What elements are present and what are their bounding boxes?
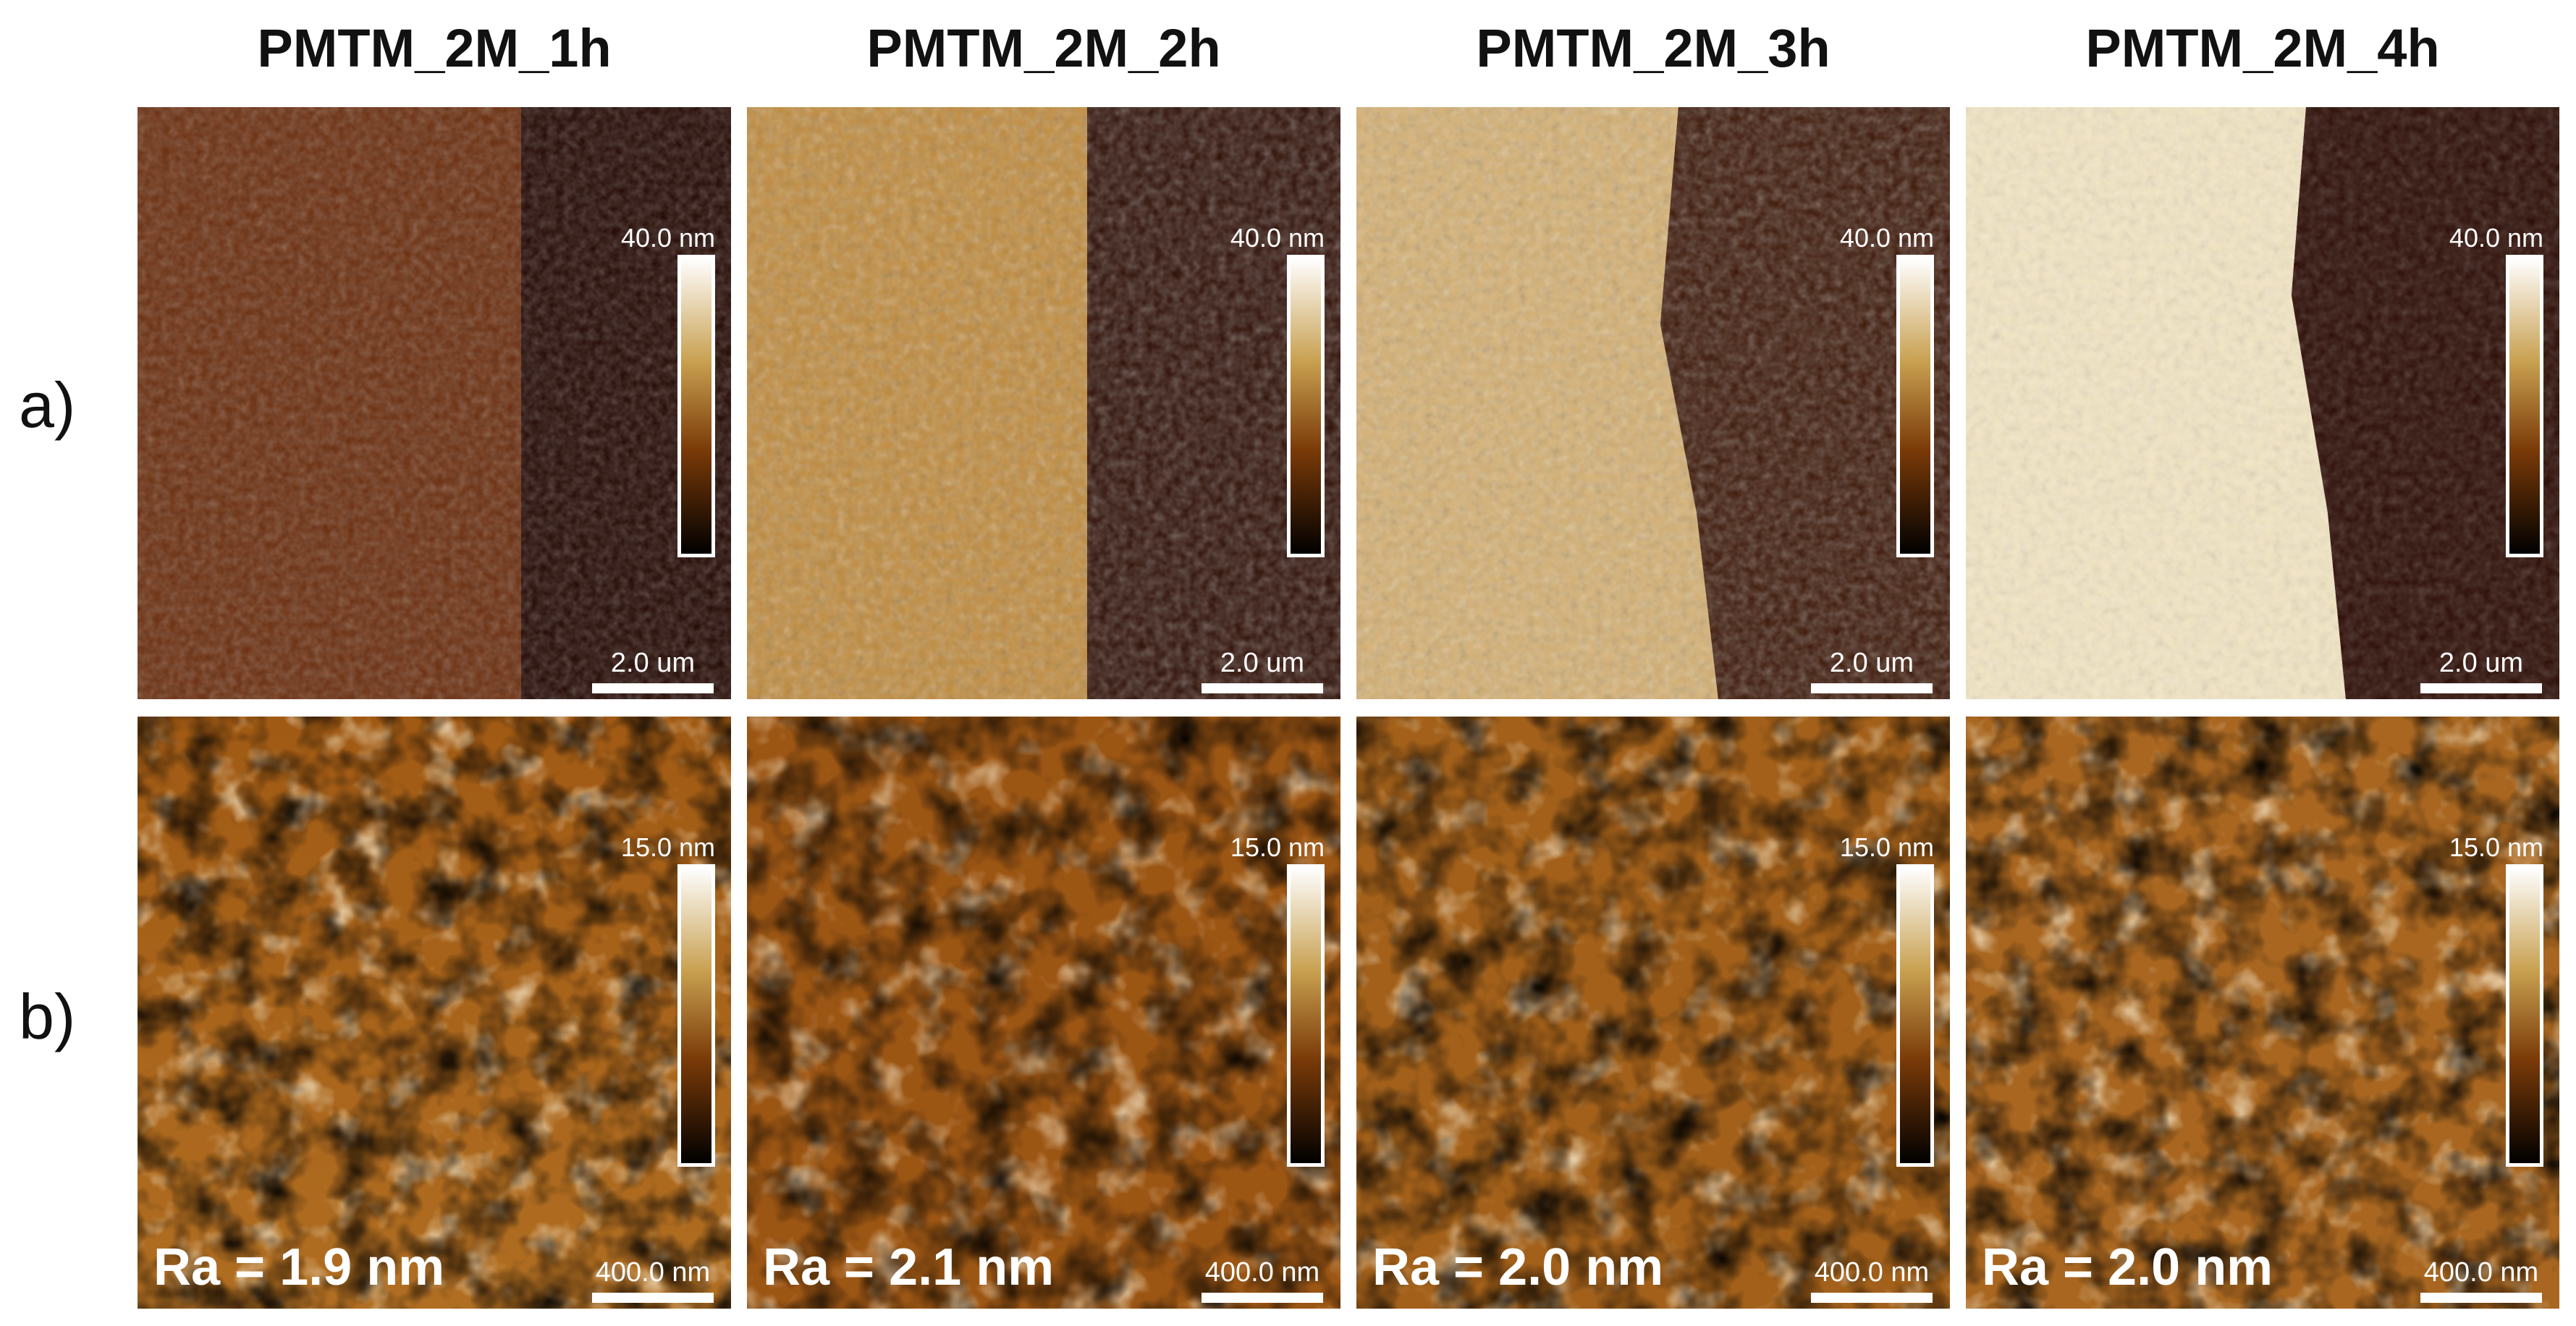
colorbar: 40.0 nm (570, 223, 715, 557)
colorbar: 15.0 nm (2399, 832, 2543, 1167)
scale-bar-line (2420, 1293, 2542, 1303)
roughness-label: Ra = 2.0 nm (1372, 1238, 1664, 1296)
scale-bar-label: 400.0 nm (595, 1257, 711, 1288)
scale-bar-line (1811, 683, 1933, 693)
colorbar-max-label: 15.0 nm (1230, 832, 1325, 862)
scale-bar: 400.0 nm (1202, 1257, 1323, 1303)
colorbar-gradient (677, 255, 715, 557)
colorbar-max-label: 15.0 nm (2449, 832, 2543, 862)
colorbar: 40.0 nm (1789, 223, 1934, 557)
afm-image-b-4h: 15.0 nm Ra = 2.0 nm 400.0 nm (1966, 717, 2559, 1309)
colorbar-gradient (1287, 864, 1325, 1167)
colorbar-gradient (2506, 864, 2543, 1167)
colorbar-max-label: 40.0 nm (1839, 223, 1934, 253)
scale-bar-line (1202, 683, 1323, 693)
colorbar: 40.0 nm (2399, 223, 2543, 557)
scale-bar: 2.0 um (2420, 647, 2542, 693)
scale-bar-label: 2.0 um (1829, 648, 1914, 678)
colorbar: 15.0 nm (1180, 832, 1325, 1167)
row-label-b: b) (19, 981, 76, 1052)
afm-image-b-3h: 15.0 nm Ra = 2.0 nm 400.0 nm (1356, 717, 1950, 1309)
afm-image-a-3h: 40.0 nm 2.0 um (1356, 107, 1950, 699)
scale-bar-label: 400.0 nm (2423, 1257, 2539, 1288)
roughness-label: Ra = 1.9 nm (153, 1238, 445, 1296)
scale-bar: 2.0 um (1202, 647, 1323, 693)
colorbar-max-label: 15.0 nm (1839, 832, 1934, 862)
scale-bar: 2.0 um (1811, 647, 1933, 693)
afm-image-a-1h: 40.0 nm 2.0 um (138, 107, 731, 699)
roughness-label: Ra = 2.1 nm (763, 1238, 1055, 1296)
afm-image-a-2h: 40.0 nm 2.0 um (747, 107, 1340, 699)
scale-bar-line (592, 1293, 714, 1303)
scale-bar-line (1811, 1293, 1933, 1303)
colorbar-max-label: 15.0 nm (620, 832, 715, 862)
afm-image-a-4h: 40.0 nm 2.0 um (1966, 107, 2559, 699)
scale-bar: 2.0 um (592, 647, 714, 693)
colorbar-gradient (1896, 255, 1934, 557)
scale-bar: 400.0 nm (1811, 1257, 1933, 1303)
scale-bar-label: 400.0 nm (1814, 1257, 1930, 1288)
colorbar-gradient (1287, 255, 1325, 557)
colorbar-gradient (677, 864, 715, 1167)
scale-bar: 400.0 nm (2420, 1257, 2542, 1303)
column-title-4h: PMTM_2M_4h (2085, 18, 2440, 78)
scale-bar-line (2420, 683, 2542, 693)
colorbar-max-label: 40.0 nm (2449, 223, 2543, 253)
afm-image-b-1h: 15.0 nm Ra = 1.9 nm 400.0 nm (138, 717, 731, 1309)
scale-bar-label: 2.0 um (1220, 648, 1305, 678)
row-label-a: a) (19, 369, 76, 441)
scale-bar: 400.0 nm (592, 1257, 714, 1303)
colorbar-max-label: 40.0 nm (1230, 223, 1325, 253)
colorbar: 40.0 nm (1180, 223, 1325, 557)
colorbar-max-label: 40.0 nm (620, 223, 715, 253)
scale-bar-label: 2.0 um (2438, 648, 2524, 678)
colorbar-gradient (2506, 255, 2543, 557)
afm-image-b-2h: 15.0 nm Ra = 2.1 nm 400.0 nm (747, 717, 1340, 1309)
scale-bar-label: 2.0 um (610, 648, 696, 678)
colorbar-gradient (1896, 864, 1934, 1167)
scale-bar-label: 400.0 nm (1204, 1257, 1320, 1288)
colorbar: 15.0 nm (570, 832, 715, 1167)
scale-bar-line (592, 683, 714, 693)
colorbar: 15.0 nm (1789, 832, 1934, 1167)
column-title-1h: PMTM_2M_1h (257, 18, 612, 78)
roughness-label: Ra = 2.0 nm (1982, 1238, 2273, 1296)
column-title-2h: PMTM_2M_2h (866, 18, 1221, 78)
column-title-3h: PMTM_2M_3h (1476, 18, 1830, 78)
scale-bar-line (1202, 1293, 1323, 1303)
